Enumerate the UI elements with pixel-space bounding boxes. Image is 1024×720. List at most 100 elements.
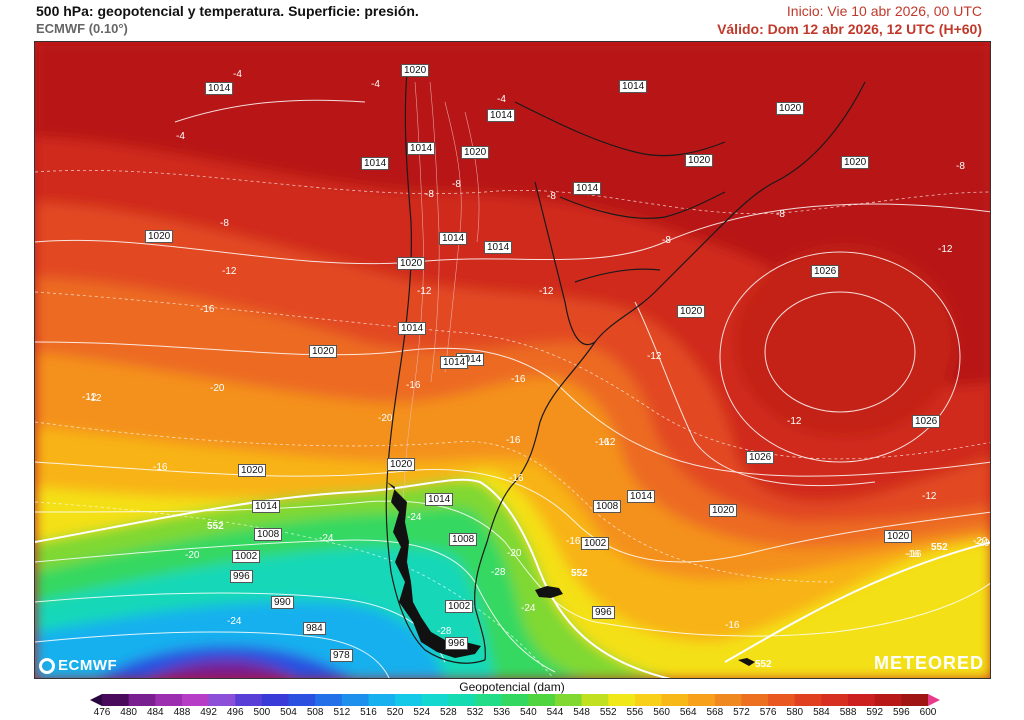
temperature-label: -12: [647, 351, 662, 362]
geopotential-field: [35, 42, 990, 678]
isobar-label: 1014: [440, 356, 469, 369]
temperature-label: -12: [82, 392, 97, 403]
geopotential-label: 552: [571, 568, 588, 579]
isobar-label: 1020: [776, 102, 805, 115]
scale-tick-label: 536: [493, 707, 511, 718]
temperature-label: -12: [222, 266, 237, 277]
isobar-label: 1020: [677, 305, 706, 318]
scale-tick-label: 520: [386, 707, 404, 718]
isobar-label: 1014: [573, 182, 602, 195]
temperature-label: -8: [452, 179, 461, 190]
legend-title: Geopotencial (dam): [459, 680, 565, 694]
scale-tick-label: 580: [786, 707, 804, 718]
isobar-label: 1020: [238, 464, 267, 477]
scale-swatch: [528, 694, 556, 706]
scale-tick-label: 584: [813, 707, 830, 718]
temperature-label: -28: [491, 567, 506, 578]
weather-map[interactable]: 1020 1014 1014 1014 1020 1014 1020 1014 …: [34, 41, 991, 679]
isobar-label: 1020: [709, 504, 738, 517]
ecmwf-logo-icon: [39, 657, 55, 674]
geopotential-552-contour: [35, 478, 672, 678]
temperature-label: -4: [371, 79, 380, 90]
scale-tick-label: 484: [146, 707, 164, 718]
isobar-label: 1020: [397, 257, 426, 270]
scale-tick-label: 532: [466, 707, 484, 718]
temperature-label: -8: [220, 218, 229, 229]
scale-swatch: [768, 694, 796, 706]
scale-swatch: [395, 694, 423, 706]
scale-swatch: [714, 694, 742, 706]
scale-tick-label: 592: [866, 707, 884, 718]
scale-tick-label: 524: [413, 707, 431, 718]
isobar-label: 1014: [398, 322, 427, 335]
ecmwf-logo-text: ECMWF: [58, 657, 118, 674]
geopotential-label: 552: [755, 659, 772, 670]
isobar-label: 1020: [401, 64, 430, 77]
color-scale-bar: [90, 694, 940, 706]
scale-swatch: [288, 694, 316, 706]
scale-tick-label: 500: [253, 707, 271, 718]
scale-tick-label: 544: [546, 707, 564, 718]
isobar-label: 1020: [884, 530, 913, 543]
scale-tick-label: 540: [519, 707, 537, 718]
geopotential-label: 552: [931, 542, 948, 553]
isobar-label: 1014: [487, 109, 516, 122]
temperature-label: -20: [210, 383, 225, 394]
scale-swatch: [848, 694, 876, 706]
isobar-label: 996: [230, 570, 253, 583]
scale-tick-label: 492: [200, 707, 217, 718]
scale-tick-label: 588: [839, 707, 857, 718]
isobar-label: 1026: [746, 451, 775, 464]
isobar-label: 1014: [425, 493, 454, 506]
scale-tick-label: 576: [759, 707, 777, 718]
scale-tick-label: 596: [893, 707, 910, 718]
temperature-label: -16: [509, 473, 524, 484]
scale-swatch: [341, 694, 369, 706]
isobar-label: 1020: [685, 154, 714, 167]
temperature-label: -28: [437, 626, 452, 637]
temperature-label: -8: [425, 189, 434, 200]
scale-tick-label: 516: [360, 707, 377, 718]
scale-swatch: [448, 694, 476, 706]
scale-tick-label: 480: [120, 707, 137, 718]
scale-tick-label: 548: [573, 707, 590, 718]
isobar-label: 1014: [252, 500, 281, 513]
scale-swatch: [688, 694, 716, 706]
isobar-label: 1020: [309, 345, 338, 358]
temperature-label: -16: [506, 435, 521, 446]
temperature-label: -4: [233, 69, 242, 80]
isobar-label: 1008: [593, 500, 622, 513]
temperature-label: -16: [511, 374, 526, 385]
temperature-label: -8: [547, 191, 556, 202]
isobar-label: 1002: [581, 537, 610, 550]
temperature-label: -16: [725, 620, 740, 631]
geopotential-label: 552: [207, 521, 224, 532]
isobar-label: 1014: [484, 241, 513, 254]
temperature-label: -16: [406, 380, 421, 391]
temperature-label: -12: [87, 393, 102, 404]
scale-swatch: [608, 694, 636, 706]
isobar-label: 1014: [627, 490, 656, 503]
isobar-label: 1014: [361, 157, 390, 170]
isobar-label: 1008: [449, 533, 478, 546]
temperature-label: -24: [521, 603, 536, 614]
temperature-label: -20: [507, 548, 522, 559]
header: 500 hPa: geopotencial y temperatura. Sup…: [0, 0, 1024, 40]
scale-swatch: [102, 694, 130, 706]
isobar-label: 996: [592, 606, 615, 619]
temperature-label: -8: [776, 209, 785, 220]
map-field: [35, 42, 990, 678]
temperature-label: -4: [176, 131, 185, 142]
isobar-label: 990: [271, 596, 294, 609]
map-title: 500 hPa: geopotencial y temperatura. Sup…: [36, 3, 419, 19]
isobar-label: 1002: [232, 550, 261, 563]
temperature-label: -4: [497, 94, 506, 105]
temperature-label: -20: [378, 413, 393, 424]
temperature-label: -16: [905, 549, 920, 560]
scale-swatch: [475, 694, 503, 706]
valid-time: Válido: Dom 12 abr 2026, 12 UTC (H+60): [717, 21, 982, 37]
scale-swatch: [501, 694, 529, 706]
scale-tick-label: 600: [919, 707, 937, 718]
scale-tick-label: 504: [280, 707, 297, 718]
scale-swatch: [421, 694, 449, 706]
